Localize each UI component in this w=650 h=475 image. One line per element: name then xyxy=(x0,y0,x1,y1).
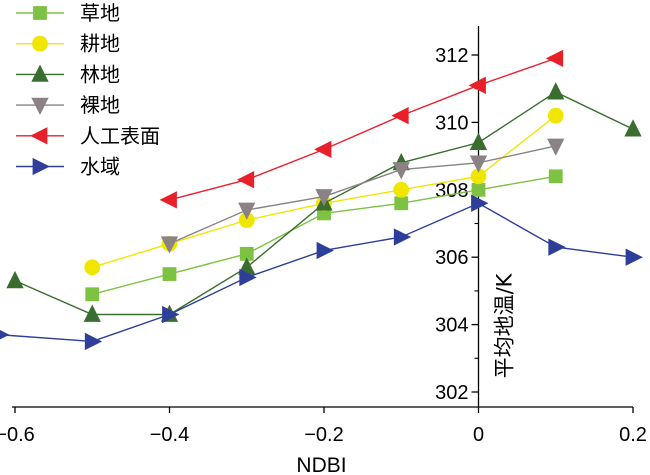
data-point xyxy=(84,332,103,351)
data-point xyxy=(469,132,488,151)
data-point xyxy=(159,191,177,209)
legend-item: 林地 xyxy=(16,62,120,86)
y-tick-label: 306 xyxy=(435,247,468,269)
series-5 xyxy=(0,194,643,351)
data-point xyxy=(548,238,566,256)
data-point xyxy=(391,107,409,125)
data-point xyxy=(624,119,642,137)
legend-label: 耕地 xyxy=(80,32,120,56)
data-point xyxy=(85,287,100,302)
data-point xyxy=(393,228,412,246)
legend-item: 裸地 xyxy=(16,93,120,117)
legend-label: 草地 xyxy=(80,1,120,25)
y-tick-label: 302 xyxy=(435,382,468,404)
data-point xyxy=(162,267,177,281)
data-point xyxy=(316,241,334,260)
data-point xyxy=(0,329,10,340)
x-ticks: −0.6 −0.4 −0.2 0 0.2 xyxy=(0,407,647,446)
data-point xyxy=(238,202,256,220)
data-point xyxy=(471,194,489,212)
data-point xyxy=(547,107,564,124)
data-point xyxy=(392,162,410,180)
legend-item: 水域 xyxy=(16,155,120,179)
legend-label: 人工表面 xyxy=(80,124,160,148)
x-tick-label: 0 xyxy=(473,424,484,446)
x-tick-label: 0.2 xyxy=(619,424,647,446)
data-point xyxy=(471,182,486,197)
x-tick-label: −0.6 xyxy=(0,424,35,446)
data-point xyxy=(239,268,257,287)
legend-marker xyxy=(32,157,50,176)
data-point xyxy=(236,171,255,189)
legend-marker xyxy=(30,127,48,145)
legend-marker xyxy=(32,35,48,52)
series-3 xyxy=(160,138,565,254)
y-tick-label: 310 xyxy=(435,112,468,134)
series-line xyxy=(169,57,556,201)
data-point xyxy=(314,140,332,159)
series-line xyxy=(169,145,556,245)
series-layer xyxy=(0,49,643,351)
x-tick-label: −0.2 xyxy=(304,424,343,446)
y-axis-title: 平均地温/K xyxy=(493,272,517,378)
series-4 xyxy=(159,49,564,209)
data-point xyxy=(162,305,180,324)
data-point xyxy=(160,236,179,254)
y-tick-label: 312 xyxy=(435,45,468,67)
data-point xyxy=(545,49,564,68)
data-point xyxy=(6,270,24,289)
data-point xyxy=(548,169,563,184)
data-point xyxy=(469,155,488,173)
legend-marker xyxy=(31,97,49,115)
data-point xyxy=(393,181,410,198)
legend-label: 林地 xyxy=(80,62,120,86)
legend-label: 裸地 xyxy=(80,93,120,117)
legend-marker xyxy=(31,64,49,82)
legend-item: 草地 xyxy=(16,1,120,25)
legend-item: 耕地 xyxy=(16,32,120,56)
data-point xyxy=(83,304,101,322)
legend-label: 水域 xyxy=(80,155,120,179)
x-axis-title: NDBI xyxy=(296,454,346,475)
x-tick-label: −0.4 xyxy=(150,424,189,446)
data-point xyxy=(547,82,565,100)
data-point xyxy=(468,76,486,94)
legend-marker xyxy=(33,6,47,20)
data-point xyxy=(84,259,101,276)
data-point xyxy=(315,189,333,207)
legend-item: 人工表面 xyxy=(16,124,160,148)
data-point xyxy=(547,138,565,156)
data-point xyxy=(394,196,409,211)
y-tick-label: 304 xyxy=(435,315,468,337)
data-point xyxy=(625,248,643,266)
